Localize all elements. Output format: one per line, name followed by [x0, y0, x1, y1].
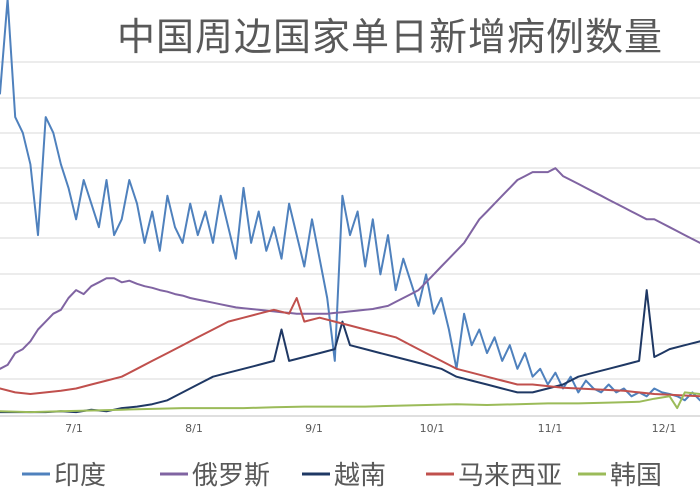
- series-line-3: [0, 297, 700, 398]
- gridlines: [0, 61, 700, 417]
- x-tick-label: 10/1: [420, 422, 445, 435]
- x-tick-label: 11/1: [538, 422, 563, 435]
- legend-label: 马来西亚: [458, 461, 562, 491]
- x-tick-label: 7/1: [65, 422, 83, 435]
- x-tick-label: 8/1: [185, 422, 203, 435]
- chart-title: 中国周边国家单日新增病例数量: [117, 15, 663, 59]
- legend-label: 韩国: [610, 461, 662, 491]
- x-tick-label: 9/1: [305, 422, 323, 435]
- series-line-4: [0, 391, 700, 414]
- series-line-2: [0, 289, 700, 414]
- legend: 印度 俄罗斯 越南 马来西亚 韩国: [22, 461, 662, 491]
- x-tick-label: 12/1: [652, 422, 677, 435]
- legend-label: 印度: [54, 461, 106, 491]
- legend-label: 俄罗斯: [192, 461, 270, 491]
- legend-label: 越南: [334, 461, 386, 491]
- x-tick-labels: 7/1 8/1 9/1 10/1 11/1 12/1: [65, 422, 676, 435]
- series-line-1: [0, 167, 700, 370]
- series-line-0: [0, 0, 700, 402]
- series-layer: [0, 0, 700, 414]
